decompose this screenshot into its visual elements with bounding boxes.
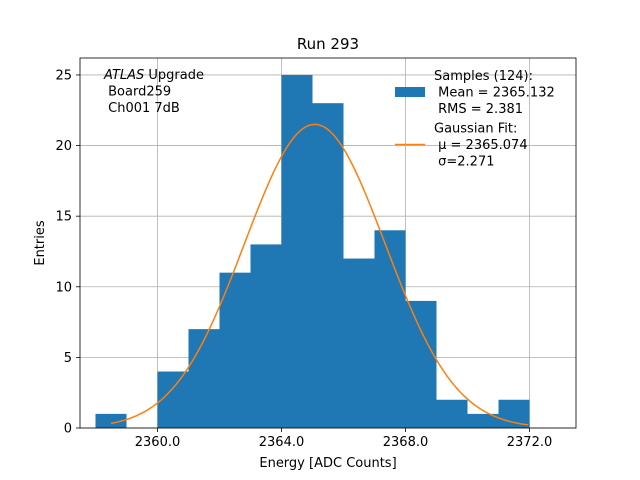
histogram-bar [467,413,499,428]
legend-entry-text: μ = 2365.074 [434,138,528,153]
x-tick-label: 2368.0 [383,435,429,450]
histogram-bar [312,103,344,428]
histogram-bar [343,258,375,428]
plot-frame [79,57,577,429]
x-tick-label: 2364.0 [259,435,305,450]
gaussian-fit-curve [110,123,529,426]
histogram-bar [188,329,220,428]
legend-histogram-patch [395,87,425,97]
x-axis-label: Energy [ADC Counts] [259,456,396,471]
x-tick-label: 2360.0 [135,435,181,450]
y-tick-label: 0 [64,422,72,437]
histogram-bar [281,74,313,428]
y-axis-label: Entries [33,220,48,266]
y-tick-label: 15 [55,210,72,225]
x-tick-label: 2372.0 [507,435,553,450]
annotation-line: Ch001 7dB [104,101,180,116]
legend-entry-text: Mean = 2365.132 [434,86,555,101]
axis-ticks: 2360.0 2364.0 2368.0 2372.0 0 5 10 15 20 25 [55,68,552,450]
histogram-bar [498,399,530,428]
atlas-annotation: ATLAS Upgrade Board259 Ch001 7dB [103,68,204,116]
legend-entry-text: σ=2.271 [434,155,494,170]
y-tick-label: 10 [55,280,72,295]
annotation-line: ATLAS Upgrade [103,68,204,83]
histogram-bar [157,371,189,428]
legend-entry-text: Samples (124): [434,69,533,84]
histogram-bar [250,244,282,428]
histogram-bar [405,300,437,428]
chart-title: Run 293 [297,35,359,53]
histogram-bar [219,272,251,428]
histogram-bar [436,399,468,428]
histogram-bar [374,230,406,428]
y-tick-label: 5 [64,351,72,366]
annotation-line: Board259 [104,85,171,100]
y-tick-label: 25 [55,68,72,83]
legend-entry-text: Gaussian Fit: [434,122,517,137]
y-tick-label: 20 [55,139,72,154]
histogram-bar [95,413,127,428]
legend: Samples (124): Mean = 2365.132 RMS = 2.3… [395,69,555,170]
histogram-bars [95,74,530,428]
legend-entry-text: RMS = 2.381 [434,102,523,117]
